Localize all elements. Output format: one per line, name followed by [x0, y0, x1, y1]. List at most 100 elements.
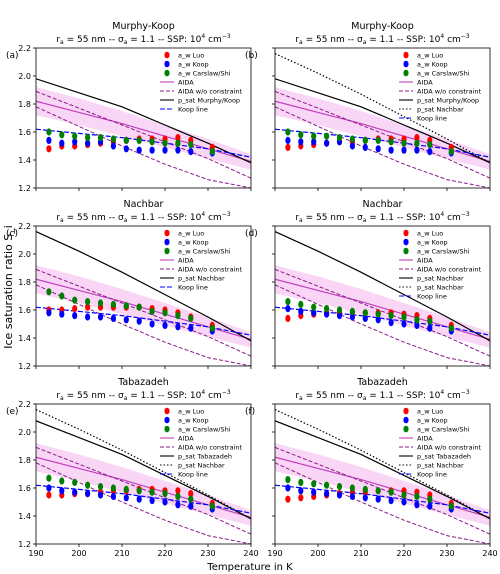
data-point — [72, 478, 78, 486]
subtitle-part: = 1.1 -- SSP: 10 — [366, 35, 440, 45]
subtitle-part: = 55 nm -- σ — [64, 35, 124, 45]
data-point — [46, 474, 52, 482]
subtitle-part: = 55 nm -- σ — [303, 213, 363, 223]
plot-frame — [274, 225, 491, 367]
aida-band — [36, 443, 251, 526]
data-point — [414, 501, 420, 509]
data-point — [162, 146, 168, 154]
data-point — [298, 487, 304, 495]
y-tick-label: 1.4 — [18, 334, 31, 343]
data-point — [175, 487, 181, 495]
panel-title: Nachbar — [124, 199, 164, 210]
data-point — [175, 323, 181, 331]
data-point — [349, 142, 355, 150]
y-axis-label: Ice saturation ratio S_i — [2, 225, 15, 349]
y-tick-label: 1.2 — [18, 362, 31, 371]
plot-frame — [35, 403, 252, 545]
legend-marker — [164, 407, 170, 415]
data-point — [149, 146, 155, 154]
aida-wo-constraint-curve — [36, 90, 251, 179]
legend-label: Koop line — [417, 293, 447, 301]
data-point — [324, 310, 330, 318]
psat-solid-curve — [275, 231, 490, 342]
legend-label: a_w Carslaw/Shi — [178, 426, 231, 434]
data-point — [285, 143, 291, 151]
data-point — [298, 138, 304, 146]
data-point — [188, 490, 194, 498]
subtitle-part: = 55 nm -- σ — [303, 35, 363, 45]
data-point — [188, 314, 194, 322]
legend-label: p_sat Murphy/Koop — [417, 97, 479, 105]
data-point — [123, 145, 129, 153]
x-tick-label: 190 — [28, 549, 43, 558]
y-tick-label: 2.2 — [18, 400, 31, 409]
data-point — [401, 313, 407, 321]
panel-label: (f) — [245, 407, 255, 417]
legend-label: a_w Koop — [178, 239, 209, 247]
y-tick-label: 1.8 — [18, 100, 31, 109]
panel-label: (d) — [245, 229, 258, 239]
subtitle-part: a — [363, 217, 367, 224]
panel-subtitle: ra = 55 nm -- σa = 1.1 -- SSP: 104 cm−3 — [56, 389, 230, 402]
x-tick-label: 200 — [310, 549, 325, 558]
aida-wo-constraint-curve — [275, 446, 490, 535]
aida-wo-constraint-lower-curve — [36, 284, 251, 366]
data-point — [72, 296, 78, 304]
aida-wo-constraint-curve — [275, 268, 490, 357]
subtitle-part: 4 — [201, 211, 205, 218]
data-point — [285, 128, 291, 136]
legend-label: a_w Carslaw/Shi — [178, 248, 231, 256]
data-point — [97, 134, 104, 142]
data-point — [188, 324, 194, 332]
data-point — [46, 309, 52, 317]
data-point — [110, 300, 116, 308]
panel-title: Tabazadeh — [117, 377, 169, 388]
y-tick-label: 2.0 — [18, 72, 31, 81]
subtitle-part: a — [363, 395, 367, 402]
subtitle-part: a — [299, 217, 303, 224]
aida-curve — [275, 278, 490, 340]
legend-label: p_sat Nachbar — [417, 284, 464, 292]
data-point — [388, 319, 394, 327]
subtitle-part: a — [60, 395, 64, 402]
legend-label: a_w Koop — [178, 417, 209, 425]
aida-wo-constraint-curve — [275, 90, 490, 179]
y-tick-label: 1.2 — [18, 540, 31, 549]
data-point — [85, 134, 91, 142]
subtitle-part: 4 — [440, 389, 444, 396]
aida-wo-constraint-lower-curve — [275, 462, 490, 544]
panel-label: (a) — [6, 51, 19, 61]
legend-marker — [164, 69, 170, 77]
data-point — [188, 148, 194, 156]
aida-band — [275, 265, 490, 348]
data-point — [59, 131, 65, 139]
subtitle-part: a — [363, 39, 367, 46]
data-point — [362, 136, 368, 144]
legend-marker — [164, 229, 170, 237]
data-point — [149, 497, 155, 505]
data-point — [324, 132, 330, 140]
data-point — [59, 310, 65, 318]
x-tick-label: 210 — [353, 549, 368, 558]
data-point — [59, 139, 65, 147]
data-point — [110, 142, 116, 150]
legend-marker — [164, 247, 170, 255]
data-point — [175, 501, 181, 509]
subtitle-part: = 55 nm -- σ — [64, 391, 124, 401]
x-tick-label: 230 — [439, 549, 454, 558]
panel-label: (c) — [6, 229, 18, 239]
subtitle-part: −3 — [461, 211, 470, 218]
data-point — [414, 134, 420, 142]
data-point — [188, 141, 194, 149]
legend-label: Koop line — [178, 284, 208, 292]
legend-label: Koop line — [417, 471, 447, 479]
x-tick-label: 240 — [243, 549, 258, 558]
y-tick-label: 1.6 — [18, 306, 31, 315]
data-point — [175, 146, 181, 154]
subtitle-part: 4 — [440, 211, 444, 218]
subtitle-part: −3 — [222, 33, 231, 40]
data-point — [149, 488, 155, 496]
legend-marker — [403, 69, 409, 77]
